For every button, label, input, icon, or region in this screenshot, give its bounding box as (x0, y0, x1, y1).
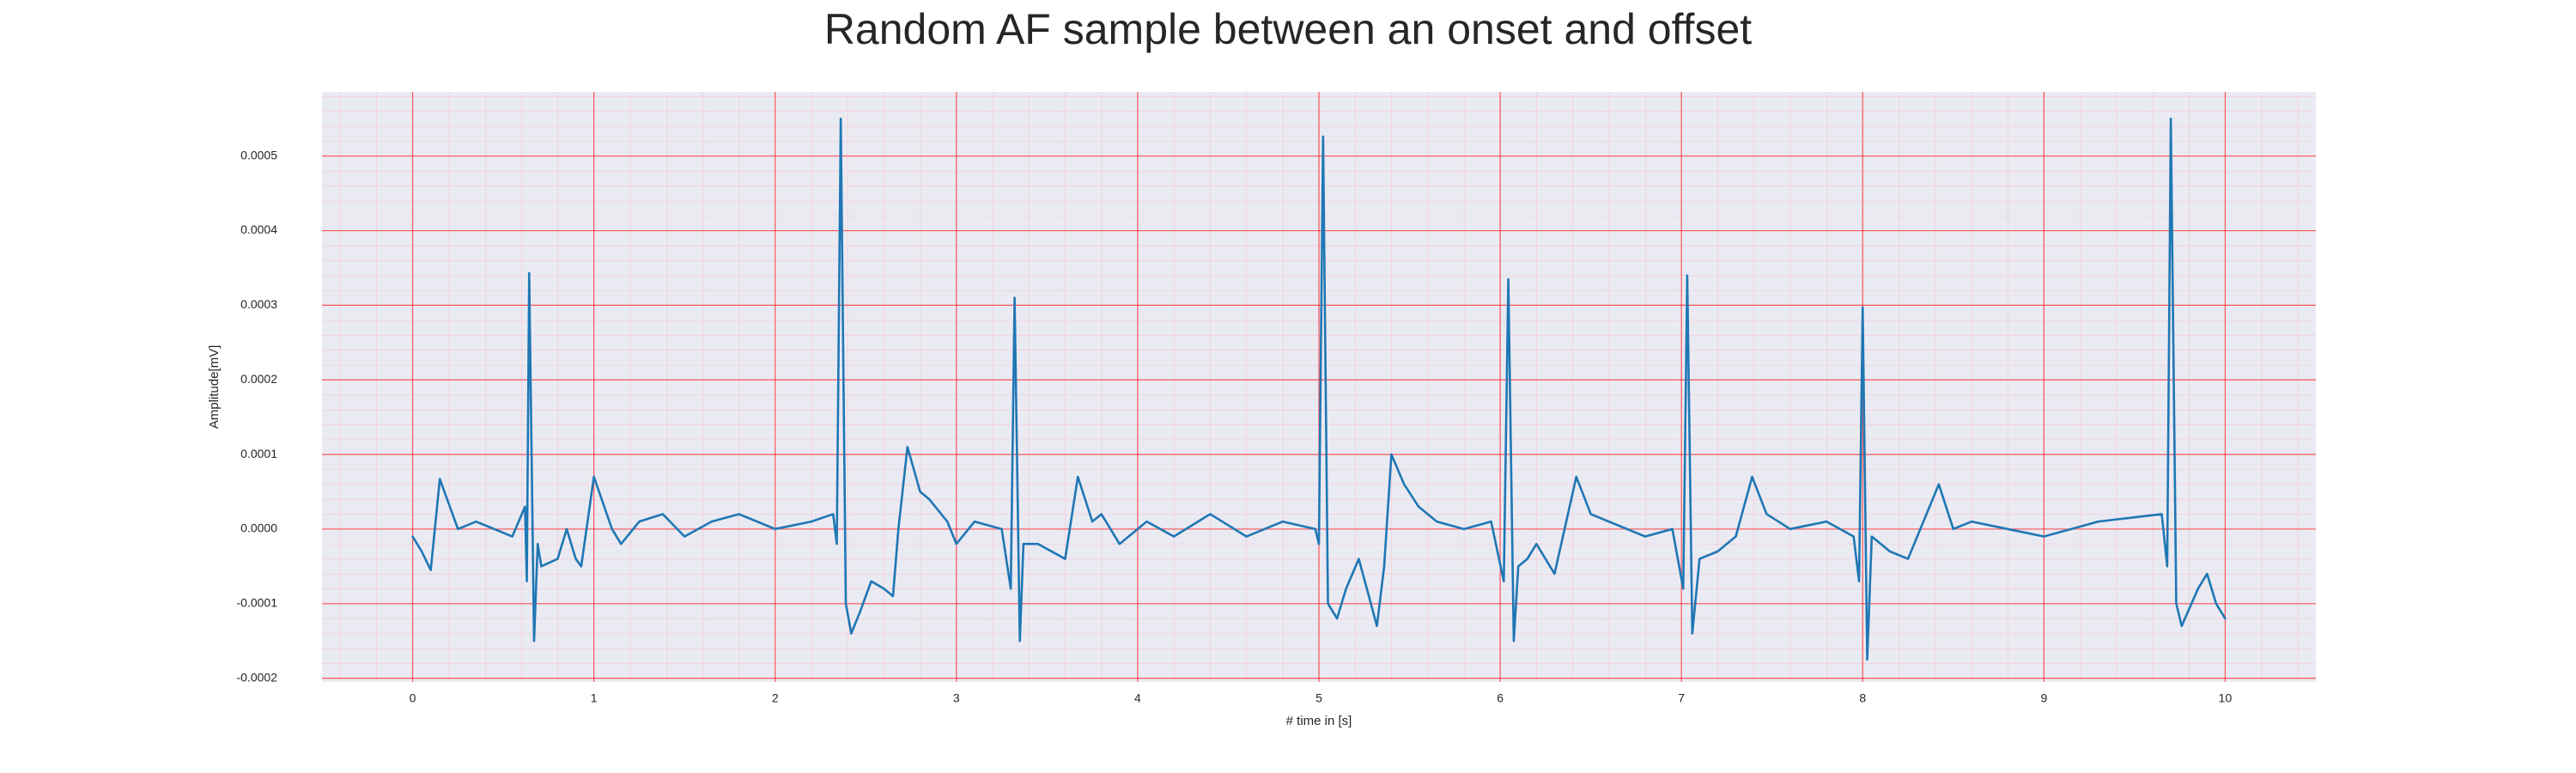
x-tick-label: 9 (2040, 691, 2047, 705)
x-tick-label: 10 (2219, 691, 2233, 705)
y-tick-label: 0.0004 (240, 222, 277, 236)
x-axis-label: # time in [s] (1286, 714, 1352, 728)
chart-title: Random AF sample between an onset and of… (824, 5, 1752, 53)
signal-line (411, 117, 2227, 661)
x-tick-label: 2 (772, 691, 779, 705)
y-tick-label: 0.0001 (240, 447, 277, 460)
y-tick-label: -0.0001 (237, 596, 278, 610)
y-axis-label: Amplitude[mV] (207, 345, 222, 429)
y-tick-label: 0.0005 (240, 148, 277, 161)
x-tick-label: 6 (1497, 691, 1504, 705)
y-tick-label: 0.0002 (240, 372, 277, 386)
x-tick-label: 0 (410, 691, 416, 705)
y-tick-label: 0.0003 (240, 297, 277, 311)
y-tick-label: 0.0000 (240, 521, 277, 535)
x-tick-label: 1 (591, 691, 598, 705)
x-tick-label: 4 (1134, 691, 1141, 705)
x-tick-label: 7 (1678, 691, 1685, 705)
x-tick-label: 3 (953, 691, 960, 705)
x-tick-label: 5 (1315, 691, 1322, 705)
x-tick-label: 8 (1859, 691, 1866, 705)
y-tick-label: -0.0002 (237, 670, 278, 684)
